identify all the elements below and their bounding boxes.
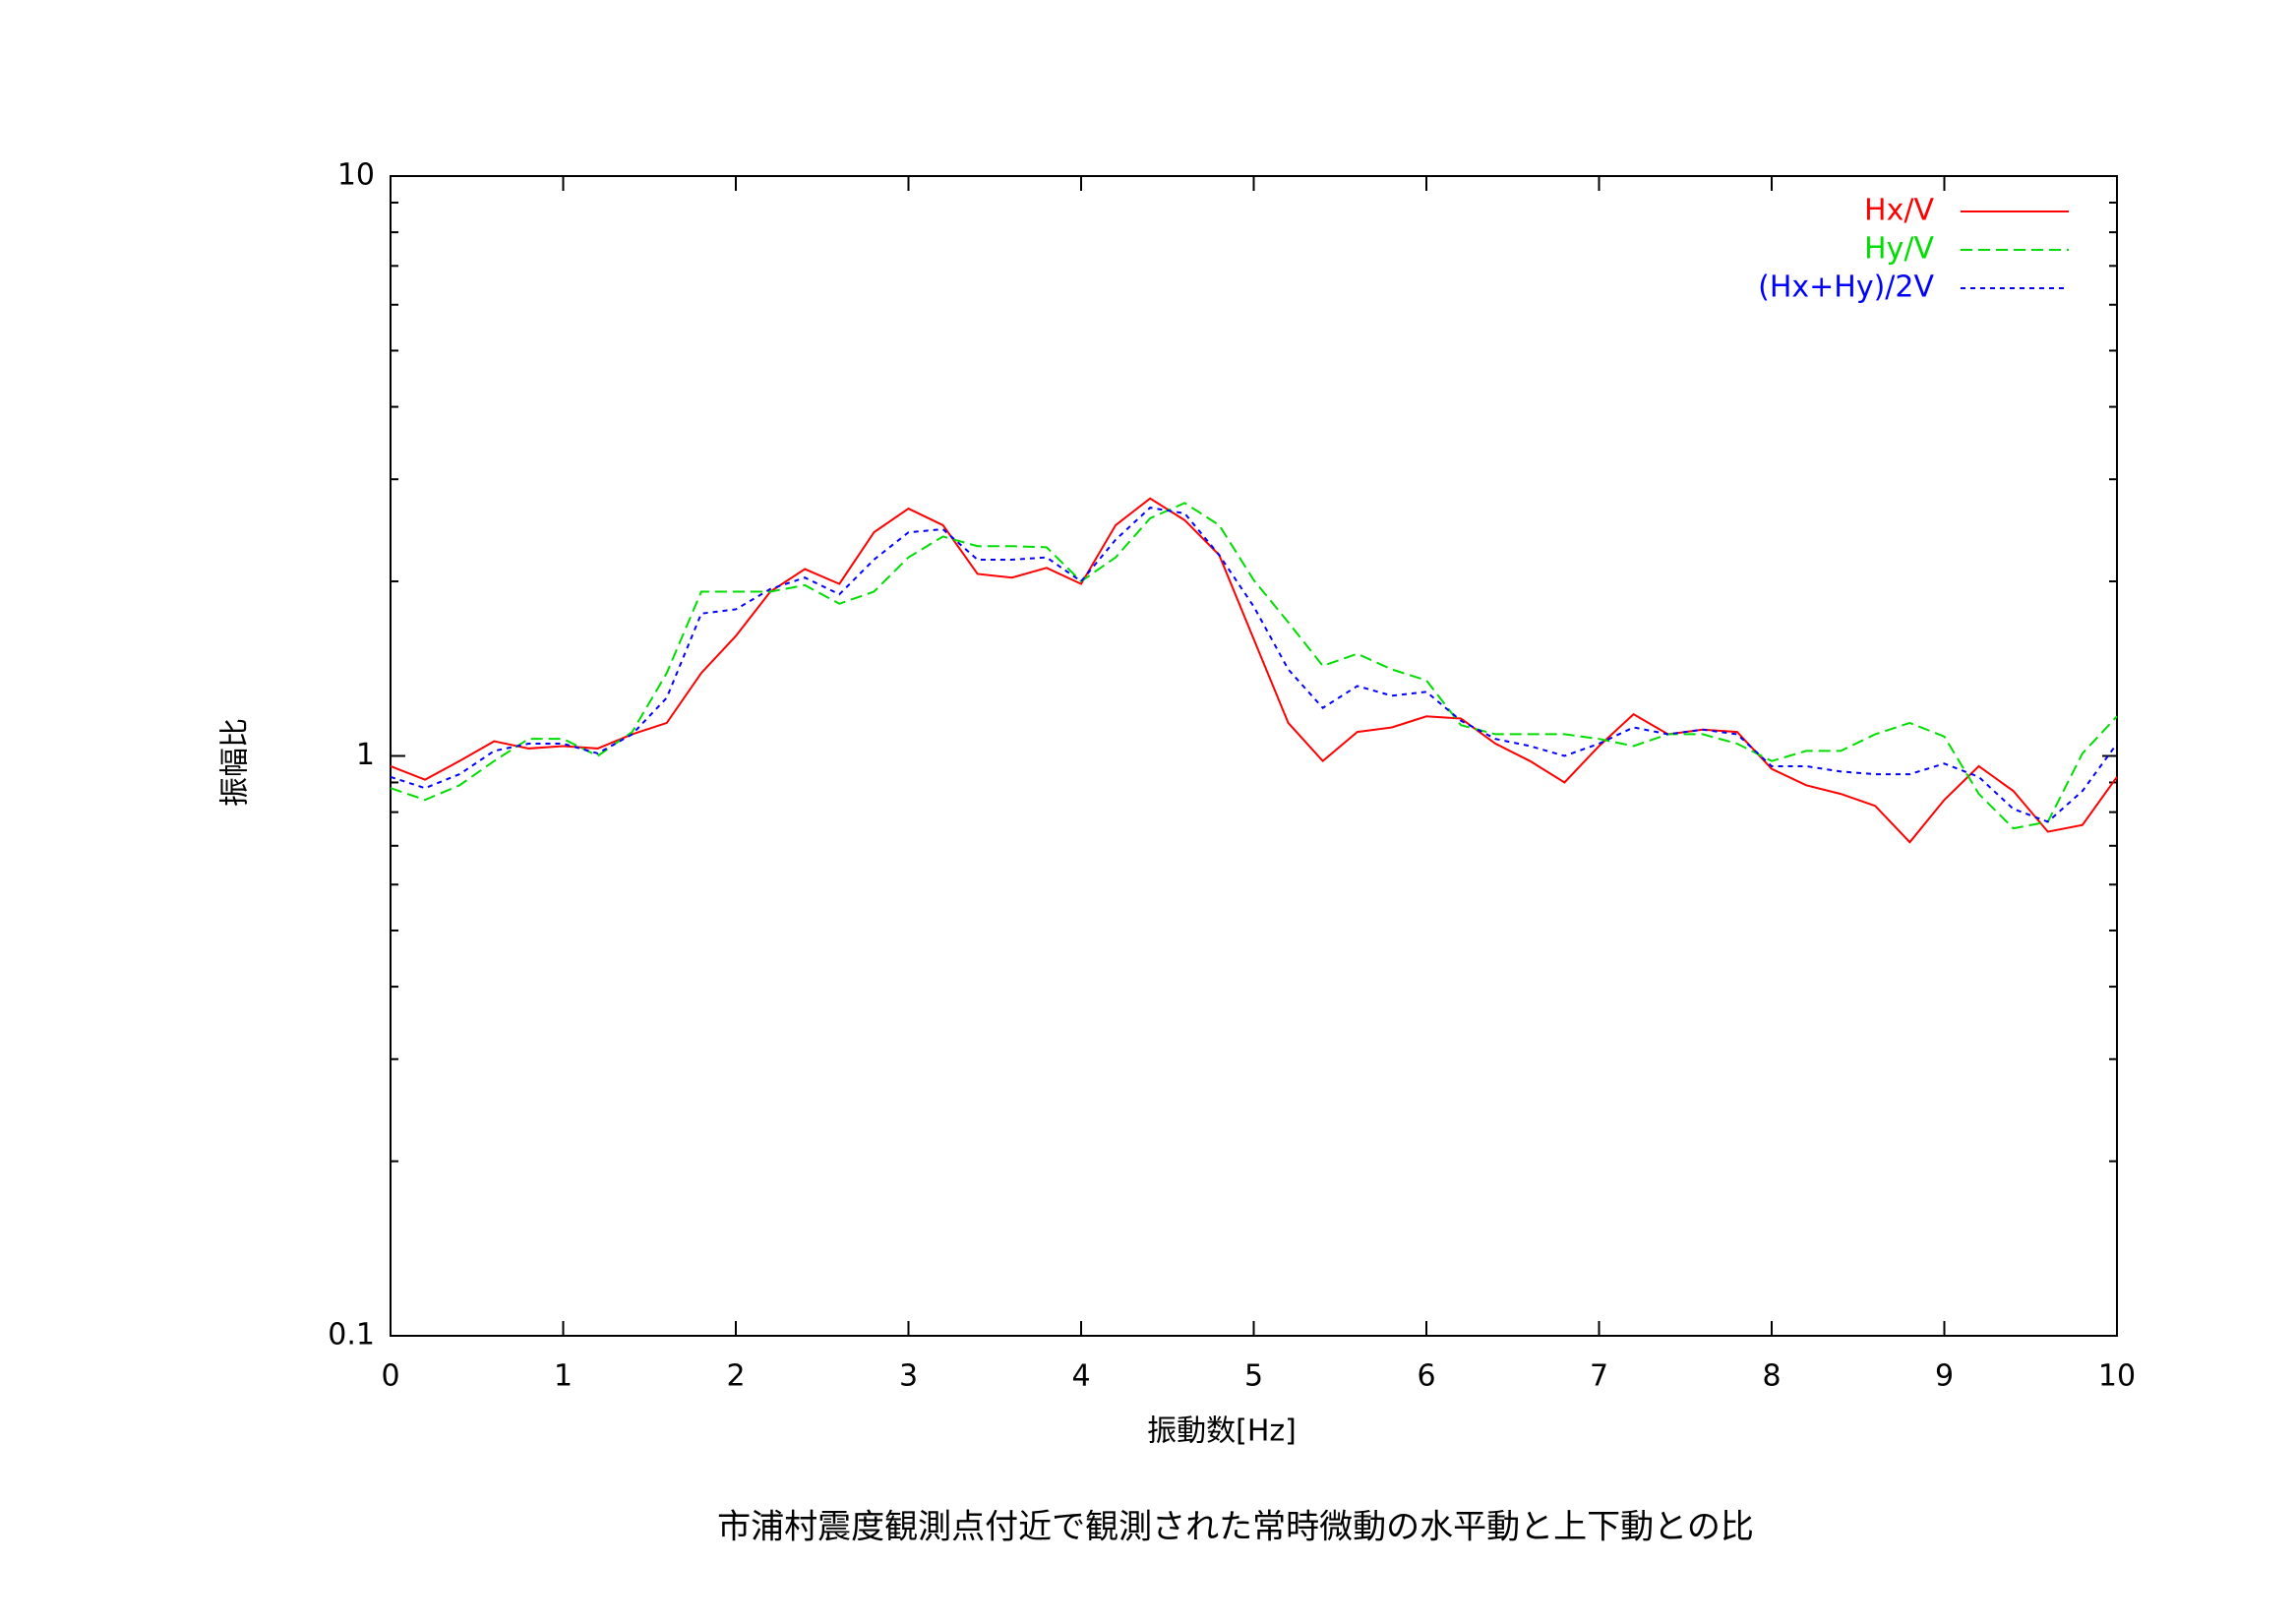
- x-tick-label: 9: [1935, 1359, 1954, 1394]
- x-tick-label: 10: [2098, 1359, 2136, 1394]
- legend-label: (Hx+Hy)/2V: [1758, 271, 1934, 305]
- series-line: [390, 497, 2118, 844]
- x-tick-label: 8: [1762, 1359, 1781, 1394]
- x-tick-label: 5: [1244, 1359, 1263, 1394]
- legend-label: Hy/V: [1864, 232, 1934, 267]
- chart-title: 市浦村震度観測点付近で観測された常時微動の水平動と上下動との比: [717, 1508, 1754, 1547]
- x-tick-label: 6: [1417, 1359, 1435, 1394]
- x-tick-label: 1: [554, 1359, 573, 1394]
- plot-frame: [390, 175, 2118, 1337]
- y-tick-label: 10: [337, 158, 375, 193]
- x-tick-label: 3: [899, 1359, 918, 1394]
- y-tick-label: 1: [356, 738, 375, 772]
- y-axis-label: 振幅比: [218, 718, 253, 807]
- x-tick-label: 2: [726, 1359, 745, 1394]
- x-tick-label: 4: [1071, 1359, 1090, 1394]
- y-tick-label: 0.1: [328, 1318, 375, 1353]
- x-axis-label: 振動数[Hz]: [1147, 1414, 1297, 1449]
- x-tick-label: 7: [1590, 1359, 1608, 1394]
- legend-label: Hx/V: [1864, 194, 1934, 228]
- series-line: [390, 502, 2118, 830]
- series-line: [390, 507, 2118, 823]
- x-tick-label: 0: [381, 1359, 399, 1394]
